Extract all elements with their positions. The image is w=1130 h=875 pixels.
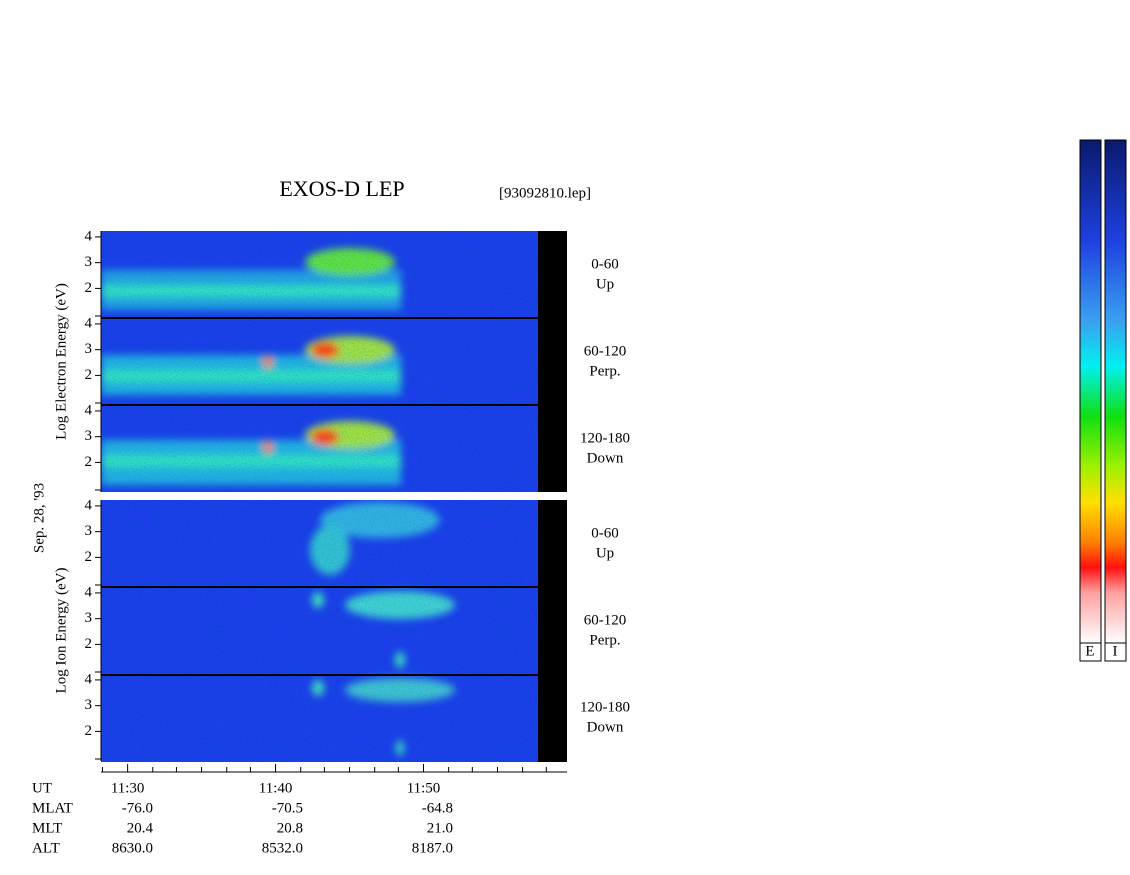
electron-spectrogram <box>101 231 538 492</box>
y-tick-label: 3 <box>85 523 93 539</box>
ephemeris-value: -70.5 <box>272 800 303 816</box>
chart-subtitle: [93092810.lep] <box>499 185 591 201</box>
x-tick-label: 11:50 <box>407 780 441 796</box>
ephemeris-label: UT <box>32 780 52 796</box>
x-tick-label: 11:40 <box>259 780 293 796</box>
y-tick-label: 4 <box>85 228 93 244</box>
y-tick-label: 3 <box>85 254 93 270</box>
channel-range: 120-180 <box>580 430 630 446</box>
y-tick-label: 2 <box>85 280 93 296</box>
channel-direction: Up <box>596 545 614 561</box>
ephemeris-value: 20.4 <box>127 820 154 836</box>
ion-spectrogram <box>101 500 538 762</box>
channel-direction: Down <box>587 450 624 466</box>
channel-range: 60-120 <box>584 612 627 628</box>
y-tick-label: 2 <box>85 454 93 470</box>
y-tick-label: 4 <box>85 584 93 600</box>
ephemeris-name: MLT <box>32 820 62 836</box>
y-tick-label: 4 <box>85 497 93 513</box>
ephemeris-value: -64.8 <box>422 800 453 816</box>
channel-direction: Perp. <box>589 632 620 648</box>
y-tick-label: 4 <box>85 671 93 687</box>
colorbar <box>1079 139 1102 644</box>
ephemeris-value: 8187.0 <box>412 840 453 856</box>
colorbar-label: E <box>1085 643 1094 659</box>
channel-range: 0-60 <box>591 525 619 541</box>
channel-direction: Down <box>587 719 624 735</box>
chart-title: EXOS-D LEP <box>279 176 404 201</box>
channel-direction: Perp. <box>589 363 620 379</box>
y-tick-label: 2 <box>85 367 93 383</box>
y-tick-label: 2 <box>85 549 93 565</box>
data-gap <box>538 231 567 492</box>
colorbar-label-box <box>1104 642 1127 662</box>
ephemeris-name: ALT <box>32 840 60 856</box>
y-axis-label: Log Electron Energy (eV) <box>53 283 69 440</box>
y-axis-label: Log Ion Energy (eV) <box>53 568 69 694</box>
y-tick-label: 3 <box>85 697 93 713</box>
data-gap <box>538 500 567 762</box>
ephemeris-name: MLAT <box>32 800 73 816</box>
channel-range: 0-60 <box>591 256 619 272</box>
date-label: Sep. 28, '93 <box>31 483 47 553</box>
y-tick-label: 3 <box>85 610 93 626</box>
colorbar <box>1104 139 1127 644</box>
ephemeris-value: 20.8 <box>277 820 303 836</box>
ephemeris-value: 21.0 <box>427 820 453 836</box>
colorbar-label-box <box>1079 642 1102 662</box>
ephemeris-value: 8630.0 <box>112 840 153 856</box>
channel-direction: Up <box>596 276 614 292</box>
y-tick-label: 4 <box>85 402 93 418</box>
y-tick-label: 4 <box>85 315 93 331</box>
channel-range: 120-180 <box>580 699 630 715</box>
channel-range: 60-120 <box>584 343 627 359</box>
y-tick-label: 3 <box>85 428 93 444</box>
ephemeris-value: 8532.0 <box>262 840 303 856</box>
colorbar-label: I <box>1113 643 1118 659</box>
y-tick-label: 2 <box>85 723 93 739</box>
ephemeris-value: -76.0 <box>122 800 153 816</box>
y-tick-label: 2 <box>85 636 93 652</box>
x-tick-label: 11:30 <box>111 780 145 796</box>
y-tick-label: 3 <box>85 341 93 357</box>
